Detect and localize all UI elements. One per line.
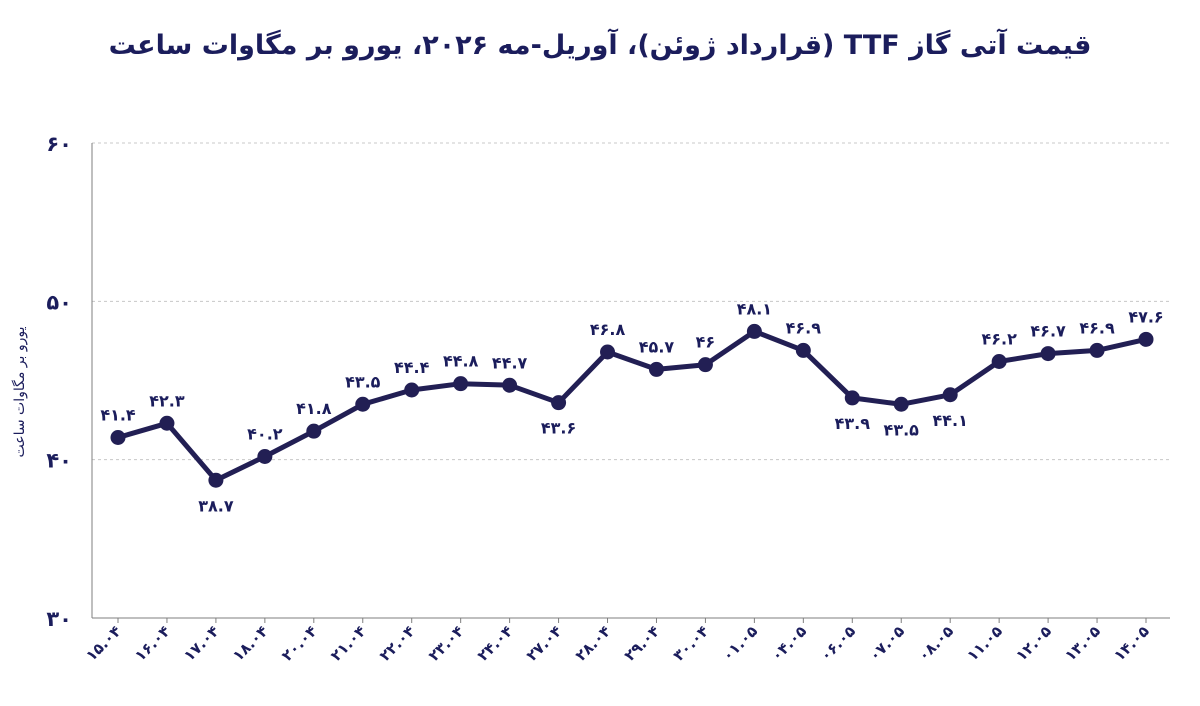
data-label: ۴۳.۵: [884, 420, 920, 439]
data-label: ۴۰.۲: [247, 425, 283, 444]
data-point: [1089, 342, 1105, 358]
data-point: [648, 361, 664, 377]
x-tick-labels: ۱۵.۰۴ ۱۶.۰۴ ۱۷.۰۴ ۱۸.۰۴ ۲۰.۰۴ ۲۱.۰۴ ۲۲.۰۴ ۲۳.۰۴…: [82, 622, 1153, 665]
data-point: [502, 377, 518, 393]
data-point: [893, 396, 909, 412]
x-tick-label: ۱۲.۰۵: [1012, 622, 1055, 665]
x-tick-label: ۲۹.۰۴: [621, 622, 664, 665]
data-point: [600, 344, 616, 360]
data-point: [746, 323, 762, 339]
data-point: [991, 354, 1007, 369]
data-label: ۴۳.۹: [835, 414, 871, 433]
series-line-path: [115, 328, 1149, 483]
data-label: ۴۶.۹: [1079, 318, 1115, 337]
data-point: [697, 357, 713, 373]
x-tick-label: ۲۷.۰۴: [523, 622, 566, 665]
x-tick-label: ۲۰.۰۴: [278, 622, 321, 665]
data-labels: ۴۱.۴ ۴۲.۳ ۳۸.۷ ۴۰.۲ ۴۱.۸ ۴۳.۵ ۴۴.۴ ۴۴.۸ ۴۴.۷ ۴۳.۶…: [100, 299, 1163, 515]
data-point: [159, 415, 175, 431]
x-tick-label: ۲۴.۰۴: [474, 622, 517, 665]
data-label: ۳۸.۷: [198, 496, 234, 515]
data-label: ۴۸.۱: [737, 299, 772, 318]
data-point: [1040, 346, 1056, 362]
y-tick-label: ۶۰: [46, 132, 72, 156]
axes: [91, 143, 1170, 623]
data-label: ۴۱.۸: [296, 399, 332, 418]
x-tick-label: ۲۱.۰۴: [327, 622, 370, 665]
x-tick-label: ۱۱.۰۵: [963, 622, 1006, 665]
data-point: [1138, 331, 1154, 347]
x-tick-label: ۰۶.۰۵: [816, 622, 859, 665]
data-label: ۴۶: [696, 333, 716, 352]
data-label: ۴۱.۴: [100, 406, 136, 425]
x-tick-label: ۳۰.۰۴: [670, 622, 713, 665]
data-label: ۴۲.۳: [149, 391, 185, 410]
data-label: ۴۴.۷: [492, 353, 528, 372]
x-tick-label: ۲۲.۰۴: [376, 622, 419, 665]
data-points: [110, 323, 1154, 488]
y-tick-label: ۴۰: [46, 449, 72, 473]
x-tick-label: ۱۸.۰۴: [229, 622, 272, 665]
chart-title: قیمت آتی گاز TTF (قرارداد ژوئن)، آوریل-م…: [108, 30, 1092, 61]
data-label: ۴۶.۸: [590, 320, 626, 339]
data-point: [306, 423, 322, 439]
data-point: [110, 430, 126, 445]
x-tick-label: ۱۷.۰۴: [180, 622, 223, 665]
data-label: ۴۶.۹: [786, 318, 822, 337]
y-tick-labels: ۶۰ ۵۰ ۴۰ ۳۰: [46, 132, 72, 631]
data-label: ۴۴.۱: [933, 411, 968, 430]
data-point: [795, 342, 811, 358]
data-point: [844, 390, 860, 406]
x-tick-label: ۰۱.۰۵: [719, 622, 762, 665]
data-label: ۴۴.۴: [394, 358, 430, 377]
x-tick-label: ۲۳.۰۴: [425, 622, 468, 665]
y-tick-label: ۳۰: [46, 607, 72, 631]
data-label: ۴۶.۷: [1030, 322, 1066, 341]
data-point: [551, 395, 567, 411]
data-point: [257, 449, 273, 464]
data-point: [942, 387, 958, 403]
x-tick-label: ۰۸.۰۵: [914, 622, 957, 665]
data-label: ۴۴.۸: [443, 352, 479, 371]
y-axis-title: یورو بر مگاوات ساعت: [11, 326, 28, 457]
data-point: [208, 472, 224, 488]
x-tick-label: ۲۸.۰۴: [572, 622, 615, 665]
data-label: ۴۵.۷: [639, 337, 675, 356]
data-label: ۴۳.۵: [345, 372, 381, 391]
x-tick-label: ۱۴.۰۵: [1110, 622, 1153, 665]
data-label: ۴۷.۶: [1128, 307, 1163, 326]
y-tick-label: ۵۰: [46, 290, 72, 314]
x-tick-label: ۱۳.۰۵: [1061, 622, 1104, 665]
x-tick-label: ۰۴.۰۵: [768, 622, 811, 665]
data-point: [404, 382, 420, 398]
x-tick-label: ۰۷.۰۵: [865, 622, 908, 665]
series-line: [115, 328, 1149, 483]
data-label: ۴۶.۲: [981, 330, 1017, 349]
gridlines: [92, 142, 1170, 461]
data-label: ۴۳.۶: [541, 419, 576, 438]
data-point: [453, 376, 469, 392]
data-point: [355, 396, 371, 412]
x-tick-label: ۱۵.۰۴: [82, 622, 125, 665]
x-tick-label: ۱۶.۰۴: [131, 622, 174, 665]
